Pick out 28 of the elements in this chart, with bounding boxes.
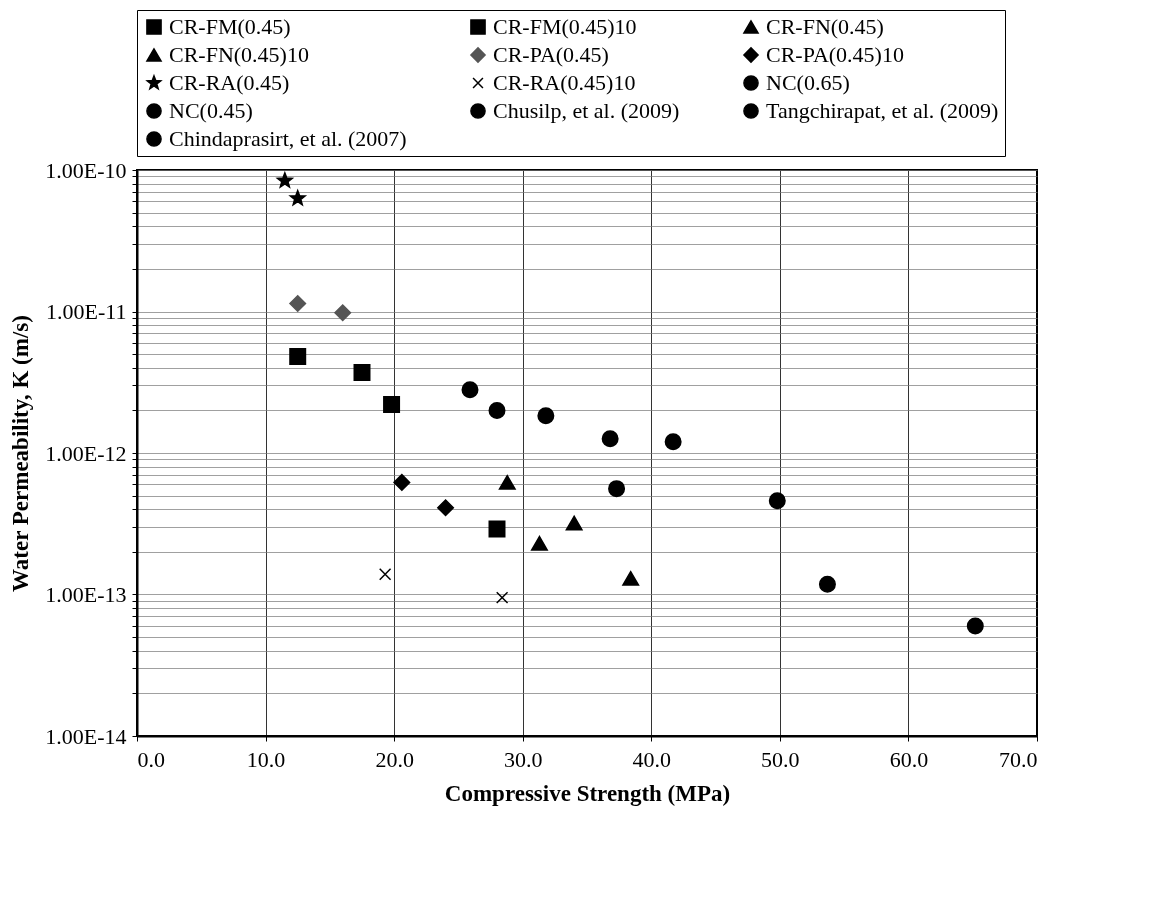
legend-label: CR-PA(0.45) (493, 42, 609, 67)
legend-label: CR-RA(0.45)10 (493, 70, 636, 95)
x-tick-label: 60.0 (889, 746, 929, 772)
legend-label: NC(0.65) (766, 70, 850, 95)
legend-label: CR-FN(0.45)10 (169, 42, 309, 67)
x-tick-label: 0.0 (137, 746, 165, 772)
x-tick-label: 40.0 (632, 746, 672, 772)
x-tick-label: 20.0 (375, 746, 414, 772)
y-tick-label: 1.00E-14 (45, 723, 127, 749)
x-tick-label: 30.0 (503, 746, 543, 772)
legend-label: CR-FM(0.45)10 (493, 14, 637, 39)
x-tick-label: 50.0 (761, 746, 800, 772)
legend-label: NC(0.45) (169, 98, 253, 123)
legend-label: Chusilp, et al. (2009) (493, 98, 680, 123)
legend-label: CR-PA(0.45)10 (766, 42, 904, 67)
x-tick-label: 70.0 (999, 746, 1038, 772)
x-tick-label: 10.0 (246, 746, 286, 772)
legend-label: Chindaprasirt, et al. (2007) (169, 126, 407, 151)
legend-label: Tangchirapat, et al. (2009) (766, 98, 999, 123)
y-tick-label: 1.00E-11 (46, 299, 127, 324)
legend-label: CR-FN(0.45) (766, 14, 884, 39)
legend-label: CR-RA(0.45) (169, 70, 290, 95)
y-axis-title: Water Permeability, K (m/s) (8, 315, 34, 592)
y-tick-label: 1.00E-10 (45, 157, 127, 183)
y-tick-label: 1.00E-13 (45, 582, 127, 607)
y-tick-label: 1.00E-12 (45, 440, 127, 466)
x-axis-title: Compressive Strength (MPa) (444, 780, 731, 806)
legend-label: CR-FM(0.45) (169, 14, 291, 39)
